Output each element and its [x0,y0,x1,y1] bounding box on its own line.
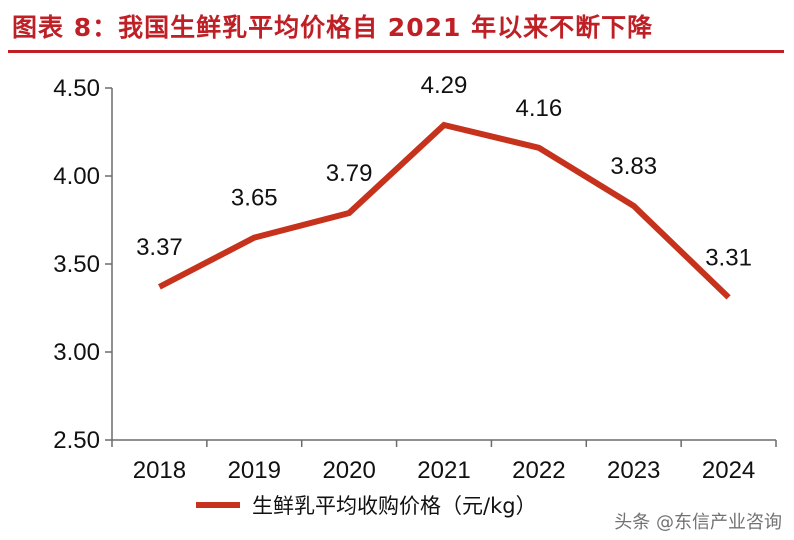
y-tick-label: 4.00 [53,163,100,190]
x-tick-label: 2024 [702,457,755,484]
x-tick-label: 2023 [607,457,660,484]
x-tick-label: 2021 [417,457,470,484]
y-tick-label: 4.50 [53,75,100,102]
y-tick-label: 3.50 [53,251,100,278]
x-axis: 2018 2019 2020 2021 2022 2023 2024 [111,439,777,484]
data-label: 3.31 [705,244,752,271]
data-label: 3.37 [136,234,183,261]
title-underline [8,50,784,53]
data-label: 3.83 [610,153,657,180]
data-label: 3.65 [231,185,278,212]
x-tick-label: 2019 [228,457,281,484]
y-tick-label: 3.00 [53,339,100,366]
legend: 生鲜乳平均收购价格（元/kg） [196,494,537,518]
chart-title: 图表 8：我国生鲜乳平均价格自 2021 年以来不断下降 [12,13,654,42]
x-tick-label: 2022 [512,457,565,484]
series-line [158,121,731,300]
y-tick-label: 2.50 [53,427,100,454]
legend-label: 生鲜乳平均收购价格（元/kg） [252,494,537,518]
y-axis: 4.50 4.00 3.50 3.00 2.50 [53,75,113,454]
x-tick-label: 2018 [133,457,186,484]
data-label: 3.79 [326,160,373,187]
watermark: 头条 @东信产业咨询 [614,512,782,533]
data-label: 4.29 [421,72,468,99]
x-tick-label: 2020 [322,457,375,484]
data-label: 4.16 [515,95,562,122]
